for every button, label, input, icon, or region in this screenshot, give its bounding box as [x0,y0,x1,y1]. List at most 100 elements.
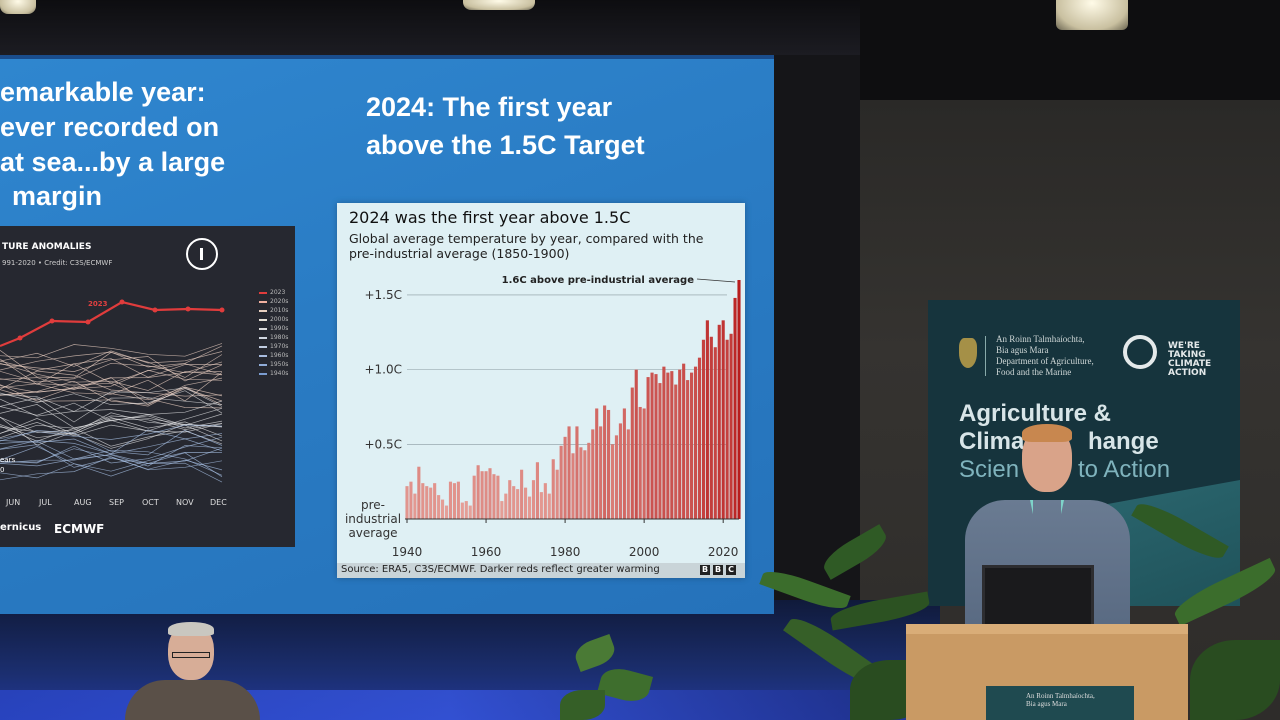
bar-1986 [587,442,591,519]
bar-2009 [678,369,682,520]
podium-monitor [982,565,1094,627]
month-label: NOV [176,498,194,507]
bar-1975 [543,483,547,519]
bar-2001 [646,377,650,519]
historical-series-line [0,356,223,382]
bar-1998 [634,369,638,520]
historical-series-line [0,416,223,446]
bar-1963 [496,475,500,519]
bar-1946 [429,487,433,519]
annotation-arrow [696,278,736,283]
historical-series-line [0,444,223,468]
bar-1956 [468,505,472,519]
bar-1954 [460,502,464,519]
left-chart-subtitle: 991-2020 • Credit: C3S/ECMWF [2,259,113,267]
x-tick-label: 1980 [550,545,581,559]
bar-1988 [595,408,599,519]
bar-1997 [630,387,634,519]
bar-2002 [650,372,654,519]
x-tick-label: 1940 [392,545,423,559]
legend-item: 1960s [259,352,288,359]
ecmwf-logo: ECMWF [54,522,105,536]
bar-2015 [701,339,705,519]
month-label: JUN [6,498,21,507]
legend-item: 2020s [259,298,288,305]
historical-series-line [0,453,223,483]
bar-1952 [452,483,456,519]
historical-series-line [0,446,223,472]
bbc-chart-panel: 2024 was the first year above 1.5C Globa… [337,203,745,578]
historical-series-line [0,350,223,367]
bar-2018 [713,347,717,519]
legend-item: 1990s [259,325,288,332]
left-title-line: at sea...by a large [0,147,226,177]
bar-1961 [488,468,492,519]
bar-2014 [697,357,702,519]
historical-series-line [0,456,223,481]
bar-1976 [547,493,551,519]
spotlight [0,0,36,14]
bar-1974 [539,492,543,519]
bar-2022 [729,333,733,519]
copernicus-logo: ernicus [0,522,42,533]
banner-line: to Action [1078,456,1171,483]
bar-1995 [622,408,626,519]
glasses [172,652,210,658]
historical-series-line [0,390,223,414]
bar-2016 [705,320,709,519]
historical-series-line [0,382,223,409]
y-tick-label: +1.5C [364,288,402,302]
baseline-label: industrial [345,512,401,526]
bar-1993 [614,435,619,519]
historical-series-line [0,358,223,378]
seated-person [125,680,260,720]
bar-2017 [709,336,713,519]
bbc-logo-box: B [700,565,710,575]
left-anomaly-chart: TURE ANOMALIES 991-2020 • Credit: C3S/EC… [0,226,295,547]
month-label: SEP [109,498,124,507]
bar-2004 [658,383,662,519]
bar-1981 [567,426,571,519]
bar-1949 [441,499,445,519]
baseline-label: average [348,526,397,540]
historical-series-line [0,418,223,435]
historical-series-line [0,370,223,397]
bar-2008 [674,384,678,519]
banner-line: hange [1088,428,1159,455]
bar-2013 [693,366,698,519]
bar-1942 [413,493,417,519]
historical-series-line [0,412,223,442]
bar-2005 [662,366,666,519]
bar-1973 [535,462,539,519]
bar-1943 [417,466,421,519]
month-label: OCT [142,498,159,507]
bar-1978 [555,469,559,519]
campaign-text: TAKING [1168,350,1206,360]
bar-1957 [472,475,476,519]
x-tick-label: 2000 [629,545,660,559]
bar-2003 [654,374,658,519]
chart-source: Source: ERA5, C3S/ECMWF. Darker reds ref… [341,564,660,575]
bar-1964 [500,501,504,519]
bar-1985 [583,450,587,519]
bar-1967 [512,486,516,519]
bar-1966 [508,480,512,519]
bar-2011 [686,380,690,519]
bar-1947 [433,483,437,519]
historical-series-line [0,398,223,426]
historical-series-line [0,377,223,405]
historical-series-line [0,419,223,439]
bar-2019 [717,324,721,519]
bar-1977 [551,459,555,519]
bbc-logo-box: C [726,565,736,575]
x-tick-label: 1960 [471,545,502,559]
bar-1960 [484,471,488,519]
speaker-hair [1022,424,1072,442]
bar-1959 [480,471,484,519]
campaign-text: WE'RE [1168,341,1200,351]
historical-series-line [0,449,223,476]
bar-1953 [456,481,460,519]
bar-1944 [421,483,425,519]
seated-person-hair [168,622,214,636]
